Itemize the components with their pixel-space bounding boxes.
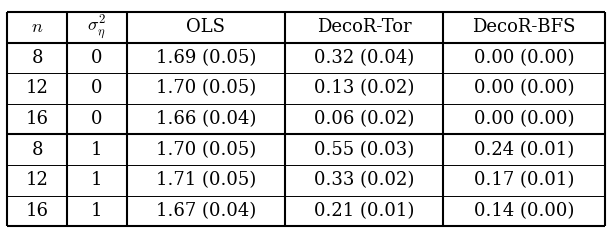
Text: 0.33 (0.02): 0.33 (0.02) [314,171,414,189]
Text: 1.70 (0.05): 1.70 (0.05) [156,79,256,97]
Text: $\sigma_{\eta}^2$: $\sigma_{\eta}^2$ [88,13,106,41]
Text: DecoR-BFS: DecoR-BFS [472,18,576,36]
Text: 0: 0 [91,110,103,128]
Text: 1.66 (0.04): 1.66 (0.04) [156,110,256,128]
Text: 1.70 (0.05): 1.70 (0.05) [156,141,256,159]
Text: 0.21 (0.01): 0.21 (0.01) [314,202,414,220]
Text: 12: 12 [26,171,48,189]
Text: 0.14 (0.00): 0.14 (0.00) [474,202,574,220]
Text: DecoR-Tor: DecoR-Tor [317,18,411,36]
Text: 16: 16 [26,110,49,128]
Text: 1.69 (0.05): 1.69 (0.05) [156,49,256,67]
Text: 16: 16 [26,202,49,220]
Text: 0.00 (0.00): 0.00 (0.00) [474,79,574,97]
Text: OLS: OLS [187,18,225,36]
Text: 0.06 (0.02): 0.06 (0.02) [314,110,414,128]
Text: 1.67 (0.04): 1.67 (0.04) [156,202,256,220]
Text: 0.00 (0.00): 0.00 (0.00) [474,49,574,67]
Text: 0: 0 [91,49,103,67]
Text: 0.24 (0.01): 0.24 (0.01) [474,141,574,159]
Text: 0.17 (0.01): 0.17 (0.01) [474,171,574,189]
Text: 0.00 (0.00): 0.00 (0.00) [474,110,574,128]
Text: 1: 1 [91,171,103,189]
Text: 12: 12 [26,79,48,97]
Text: 0: 0 [91,79,103,97]
Text: 0.13 (0.02): 0.13 (0.02) [314,79,414,97]
Text: 1.71 (0.05): 1.71 (0.05) [156,171,256,189]
Text: 1: 1 [91,141,103,159]
Text: 1: 1 [91,202,103,220]
Text: 0.55 (0.03): 0.55 (0.03) [314,141,414,159]
Text: $n$: $n$ [31,18,43,36]
Text: 8: 8 [31,49,43,67]
Text: 8: 8 [31,141,43,159]
Text: 0.32 (0.04): 0.32 (0.04) [314,49,414,67]
